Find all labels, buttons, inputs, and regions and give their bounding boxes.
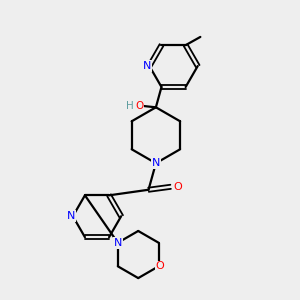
Text: H: H — [126, 101, 134, 111]
Text: O: O — [156, 261, 164, 271]
Text: N: N — [67, 211, 76, 221]
Text: N: N — [143, 61, 151, 71]
Text: O: O — [174, 182, 182, 192]
Text: O: O — [135, 101, 143, 111]
Text: N: N — [114, 238, 122, 248]
Text: N: N — [152, 158, 160, 168]
